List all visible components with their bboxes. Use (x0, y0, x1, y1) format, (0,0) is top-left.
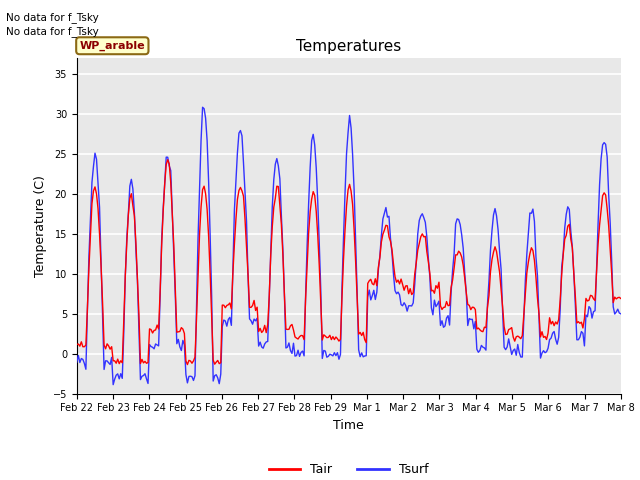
Text: No data for f_Tsky: No data for f_Tsky (6, 12, 99, 23)
Y-axis label: Temperature (C): Temperature (C) (34, 175, 47, 276)
X-axis label: Time: Time (333, 419, 364, 432)
Text: No data for f_Tsky: No data for f_Tsky (6, 26, 99, 37)
Legend: Tair, Tsurf: Tair, Tsurf (264, 458, 433, 480)
Title: Temperatures: Temperatures (296, 39, 401, 54)
Text: WP_arable: WP_arable (79, 41, 145, 51)
